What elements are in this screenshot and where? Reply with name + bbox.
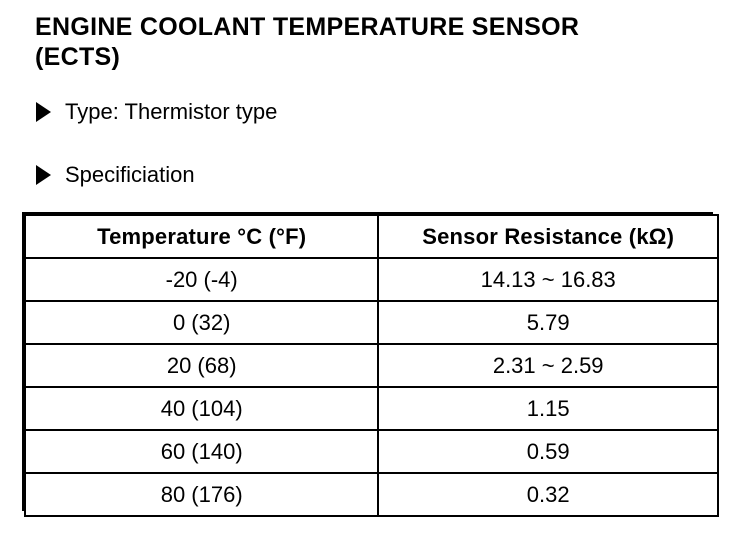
resistance-cell: 5.79 xyxy=(377,300,719,345)
triangle-bullet-icon xyxy=(36,102,51,122)
page-title-line1: ENGINE COOLANT TEMPERATURE SENSOR xyxy=(35,13,580,41)
page-title-line2: (ECTS) xyxy=(35,43,121,71)
triangle-bullet-icon xyxy=(36,165,51,185)
temperature-column-header: Temperature °C (°F) xyxy=(23,214,380,259)
table-row: 0 (32) 5.79 xyxy=(23,300,719,345)
temperature-cell: -20 (-4) xyxy=(23,257,380,302)
table-row: 60 (140) 0.59 xyxy=(23,429,719,474)
spec-table-header-row: Temperature °C (°F) Sensor Resistance (k… xyxy=(23,214,719,259)
temperature-cell: 40 (104) xyxy=(23,386,380,431)
table-row: -20 (-4) 14.13 ~ 16.83 xyxy=(23,257,719,302)
table-row: 20 (68) 2.31 ~ 2.59 xyxy=(23,343,719,388)
resistance-column-header: Sensor Resistance (kΩ) xyxy=(377,214,719,259)
resistance-cell: 14.13 ~ 16.83 xyxy=(377,257,719,302)
temperature-cell: 20 (68) xyxy=(23,343,380,388)
table-row: 80 (176) 0.32 xyxy=(23,472,719,517)
page-title: ENGINE COOLANT TEMPERATURE SENSOR (ECTS) xyxy=(35,12,752,72)
bullet-item-specification-label: Specificiation xyxy=(65,162,195,187)
resistance-cell: 1.15 xyxy=(377,386,719,431)
bullet-item-specification: Specificiation xyxy=(36,162,752,188)
temperature-cell: 60 (140) xyxy=(23,429,380,474)
resistance-cell: 0.32 xyxy=(377,472,719,517)
resistance-cell: 0.59 xyxy=(377,429,719,474)
bullet-item-type: Type: Thermistor type xyxy=(36,99,752,125)
bullet-item-type-label: Type: Thermistor type xyxy=(65,99,278,124)
temperature-cell: 0 (32) xyxy=(23,300,380,345)
temperature-cell: 80 (176) xyxy=(23,472,380,517)
resistance-cell: 2.31 ~ 2.59 xyxy=(377,343,719,388)
spec-table: Temperature °C (°F) Sensor Resistance (k… xyxy=(23,214,719,517)
table-row: 40 (104) 1.15 xyxy=(23,386,719,431)
